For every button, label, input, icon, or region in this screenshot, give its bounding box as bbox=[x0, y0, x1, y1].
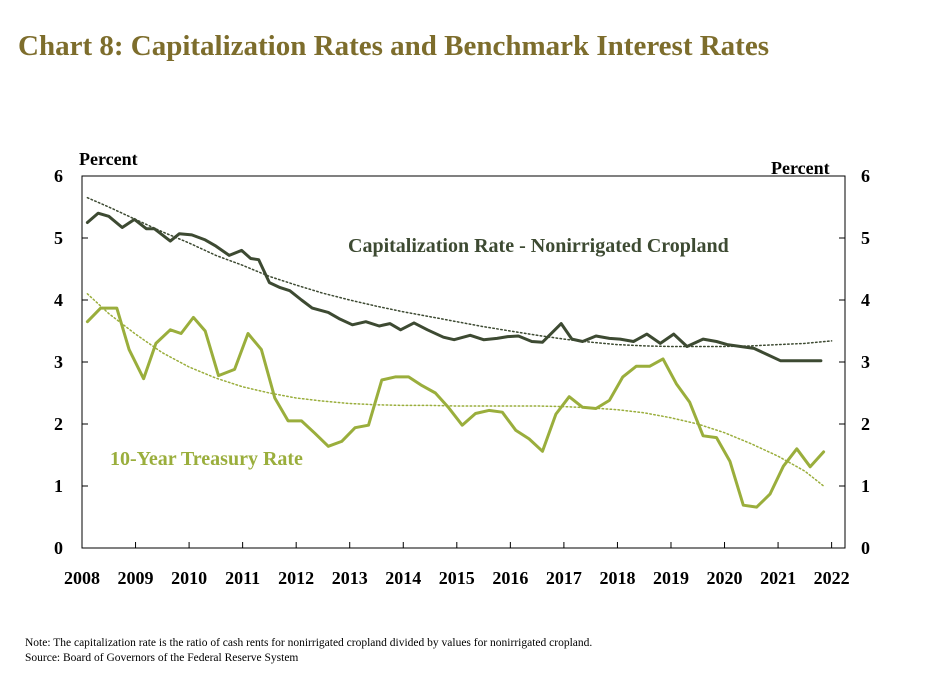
y-tick-label-left: 4 bbox=[54, 290, 63, 310]
x-tick-label: 2017 bbox=[546, 568, 582, 588]
trendline-capitalization-rate bbox=[86, 196, 833, 348]
y-axis-ticks: 0 0 1 1 2 2 3 3 4 4 5 5 6 6 bbox=[54, 166, 870, 558]
y-tick-label-right: 2 bbox=[861, 414, 870, 434]
y-tick-label-left: 5 bbox=[54, 228, 63, 248]
note-text: Note: The capitalization rate is the rat… bbox=[25, 637, 593, 649]
y-tick-label-right: 1 bbox=[861, 476, 870, 496]
x-tick-label: 2010 bbox=[171, 568, 207, 588]
x-tick-label: 2021 bbox=[760, 568, 796, 588]
x-tick-label: 2020 bbox=[707, 568, 743, 588]
y-tick-label-right: 0 bbox=[861, 538, 870, 558]
x-tick-label: 2011 bbox=[225, 568, 260, 588]
x-tick-label: 2012 bbox=[278, 568, 314, 588]
notes: Note: The capitalization rate is the rat… bbox=[25, 636, 592, 666]
x-axis-ticks: 2008 2009 2010 2011 2012 2013 2014 2015 2016 2017… bbox=[64, 542, 850, 588]
y-tick-label-left: 3 bbox=[54, 352, 63, 372]
y-tick-label-right: 5 bbox=[861, 228, 870, 248]
x-tick-label: 2015 bbox=[439, 568, 475, 588]
series-layer bbox=[85, 196, 833, 509]
trendline-treasury-rate bbox=[86, 293, 825, 487]
plot-border bbox=[81, 175, 846, 549]
x-tick-label: 2014 bbox=[385, 568, 421, 588]
series-label-capitalization-rate: Capitalization Rate - Nonirrigated Cropl… bbox=[348, 235, 729, 257]
series-line-capitalization-rate bbox=[85, 211, 823, 363]
x-tick-label: 2022 bbox=[814, 568, 850, 588]
y-tick-label-left: 1 bbox=[54, 476, 63, 496]
series-line-treasury-rate bbox=[85, 306, 826, 509]
x-tick-label: 2018 bbox=[599, 568, 635, 588]
y-axis-label-left: Percent bbox=[79, 149, 138, 169]
y-tick-label-left: 0 bbox=[54, 538, 63, 558]
x-tick-label: 2008 bbox=[64, 568, 100, 588]
x-tick-label: 2009 bbox=[118, 568, 154, 588]
y-tick-label-right: 4 bbox=[861, 290, 870, 310]
series-label-treasury-rate: 10-Year Treasury Rate bbox=[110, 448, 303, 470]
x-tick-label: 2016 bbox=[492, 568, 528, 588]
x-tick-label: 2019 bbox=[653, 568, 689, 588]
source-text: Source: Board of Governors of the Federa… bbox=[25, 652, 299, 664]
x-tick-label: 2013 bbox=[332, 568, 368, 588]
chart-title: Chart 8: Capitalization Rates and Benchm… bbox=[18, 30, 769, 62]
y-axis-label-right: Percent bbox=[771, 158, 830, 178]
plot-frame bbox=[81, 175, 846, 549]
y-tick-label-right: 6 bbox=[861, 166, 870, 186]
y-tick-label-right: 3 bbox=[861, 352, 870, 372]
y-tick-label-left: 2 bbox=[54, 414, 63, 434]
y-tick-label-left: 6 bbox=[54, 166, 63, 186]
